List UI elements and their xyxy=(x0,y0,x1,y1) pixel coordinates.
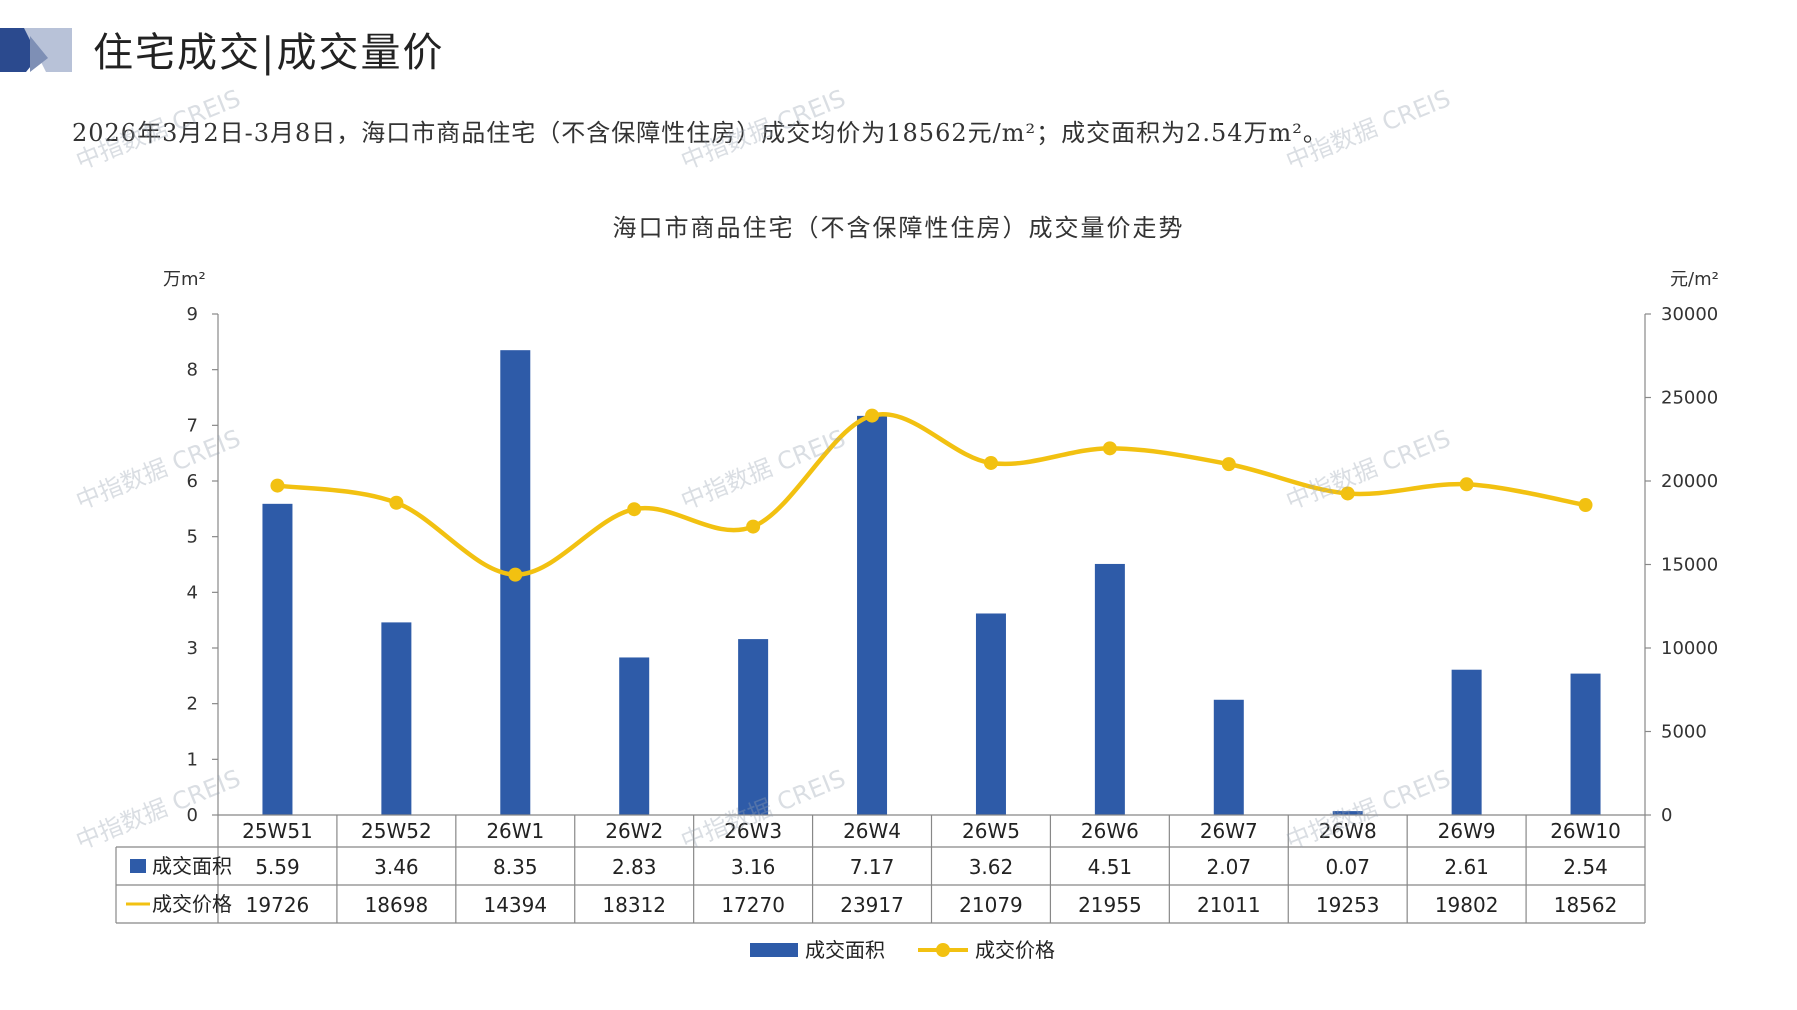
bar-26W4 xyxy=(857,415,888,815)
line-data-label: 17270 xyxy=(721,893,785,917)
y-left-tick-label: 9 xyxy=(187,304,198,325)
y-left-tick-label: 2 xyxy=(187,694,198,715)
line-data-label: 18312 xyxy=(602,893,666,917)
line-data-label: 19802 xyxy=(1435,893,1499,917)
bar-data-label: 2.83 xyxy=(612,855,657,879)
x-tick-label: 26W5 xyxy=(962,819,1020,843)
x-tick-label: 26W8 xyxy=(1319,819,1377,843)
logo-light-shape xyxy=(24,28,72,72)
bar-25W51 xyxy=(262,503,293,815)
bar-data-label: 3.62 xyxy=(969,855,1014,879)
line-data-label: 21079 xyxy=(959,893,1023,917)
bar-data-label: 2.54 xyxy=(1563,855,1608,879)
price-point-26W6 xyxy=(1102,441,1117,456)
line-data-label: 18562 xyxy=(1554,893,1618,917)
legend-label-area: 成交面积 xyxy=(805,938,885,962)
bar-26W1 xyxy=(500,350,531,815)
line-data-label: 23917 xyxy=(840,893,904,917)
bar-26W7 xyxy=(1213,699,1244,815)
line-data-label: 14394 xyxy=(483,893,547,917)
y-left-tick-label: 5 xyxy=(187,527,198,548)
bar-data-label: 2.61 xyxy=(1444,855,1489,879)
bar-data-label: 7.17 xyxy=(850,855,895,879)
bar-data-label: 0.07 xyxy=(1325,855,1370,879)
line-data-label: 21011 xyxy=(1197,893,1261,917)
price-point-26W7 xyxy=(1221,457,1236,472)
price-point-25W52 xyxy=(389,495,404,510)
y-right-tick-label: 25000 xyxy=(1661,388,1718,409)
table-legend-key-area xyxy=(130,859,146,873)
summary-text: 2026年3月2日-3月8日，海口市商品住宅（不含保障性住房）成交均价为1856… xyxy=(72,119,1328,147)
bar-25W52 xyxy=(381,622,412,815)
price-point-26W1 xyxy=(508,567,523,582)
y-right-tick-label: 20000 xyxy=(1661,471,1718,492)
y-left-unit: 万m² xyxy=(163,269,206,290)
legend-label-price: 成交价格 xyxy=(975,938,1055,962)
table-row-label-price: 成交价格 xyxy=(152,892,232,916)
price-point-25W51 xyxy=(270,478,285,493)
chart-title: 海口市商品住宅（不含保障性住房）成交量价走势 xyxy=(612,214,1185,242)
y-right-tick-label: 10000 xyxy=(1661,638,1718,659)
price-line xyxy=(277,411,1586,577)
x-tick-label: 26W3 xyxy=(724,819,782,843)
x-tick-label: 26W4 xyxy=(843,819,901,843)
bar-26W5 xyxy=(975,613,1006,815)
y-right-tick-label: 0 xyxy=(1661,805,1672,826)
y-left-tick-label: 6 xyxy=(187,471,198,492)
bar-data-label: 5.59 xyxy=(255,855,300,879)
y-right-unit: 元/m² xyxy=(1670,269,1719,290)
price-point-26W4 xyxy=(865,408,880,423)
y-left-tick-label: 0 xyxy=(187,805,198,826)
bar-26W6 xyxy=(1094,563,1125,815)
x-tick-label: 26W10 xyxy=(1550,819,1621,843)
y-right-tick-label: 30000 xyxy=(1661,304,1718,325)
bar-26W2 xyxy=(619,657,650,815)
y-right-tick-label: 15000 xyxy=(1661,555,1718,576)
line-data-label: 19726 xyxy=(246,893,310,917)
bar-26W3 xyxy=(738,639,769,815)
bar-data-label: 4.51 xyxy=(1088,855,1133,879)
bar-26W10 xyxy=(1570,673,1601,815)
price-point-26W8 xyxy=(1340,486,1355,501)
legend-swatch-price-marker xyxy=(936,943,950,957)
y-left-tick-label: 4 xyxy=(187,582,198,603)
x-tick-label: 26W1 xyxy=(486,819,544,843)
x-tick-label: 25W52 xyxy=(361,819,432,843)
legend-swatch-area xyxy=(750,943,798,957)
bar-data-label: 3.16 xyxy=(731,855,776,879)
bar-data-label: 2.07 xyxy=(1207,855,1252,879)
y-right-tick-label: 5000 xyxy=(1661,722,1707,743)
price-point-26W3 xyxy=(746,519,761,534)
price-point-26W2 xyxy=(627,502,642,517)
y-left-tick-label: 7 xyxy=(187,415,198,436)
line-data-label: 18698 xyxy=(365,893,429,917)
x-tick-label: 26W6 xyxy=(1081,819,1139,843)
brand-logo xyxy=(0,28,72,72)
bar-data-label: 8.35 xyxy=(493,855,538,879)
x-tick-label: 26W7 xyxy=(1200,819,1258,843)
y-left-tick-label: 8 xyxy=(187,360,198,381)
page-heading: 住宅成交|成交量价 xyxy=(93,30,445,76)
bar-data-label: 3.46 xyxy=(374,855,419,879)
y-left-tick-label: 3 xyxy=(187,638,198,659)
line-data-label: 19253 xyxy=(1316,893,1380,917)
price-point-26W5 xyxy=(983,455,998,470)
price-point-26W9 xyxy=(1459,477,1474,492)
x-tick-label: 26W9 xyxy=(1438,819,1496,843)
table-row-label-area: 成交面积 xyxy=(152,854,232,878)
x-tick-label: 26W2 xyxy=(605,819,663,843)
bar-26W8 xyxy=(1332,811,1363,815)
price-point-26W10 xyxy=(1578,498,1593,513)
bar-26W9 xyxy=(1451,669,1482,815)
logo-mid-shape xyxy=(30,36,48,72)
x-tick-label: 25W51 xyxy=(242,819,313,843)
line-data-label: 21955 xyxy=(1078,893,1142,917)
y-left-tick-label: 1 xyxy=(187,749,198,770)
